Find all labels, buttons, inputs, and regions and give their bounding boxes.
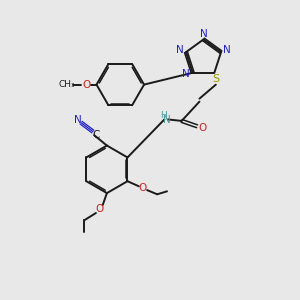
Text: C: C <box>92 130 99 140</box>
Text: O: O <box>139 183 147 193</box>
Text: N: N <box>223 45 231 55</box>
Text: O: O <box>95 204 104 214</box>
Text: O: O <box>82 80 90 90</box>
Text: N: N <box>163 115 171 125</box>
Text: O: O <box>198 123 207 133</box>
Text: N: N <box>74 115 82 125</box>
Text: N: N <box>182 69 190 79</box>
Text: N: N <box>200 29 207 39</box>
Text: S: S <box>212 74 219 84</box>
Text: N: N <box>176 45 184 55</box>
Text: CH₃: CH₃ <box>58 80 75 89</box>
Text: H: H <box>160 111 167 120</box>
